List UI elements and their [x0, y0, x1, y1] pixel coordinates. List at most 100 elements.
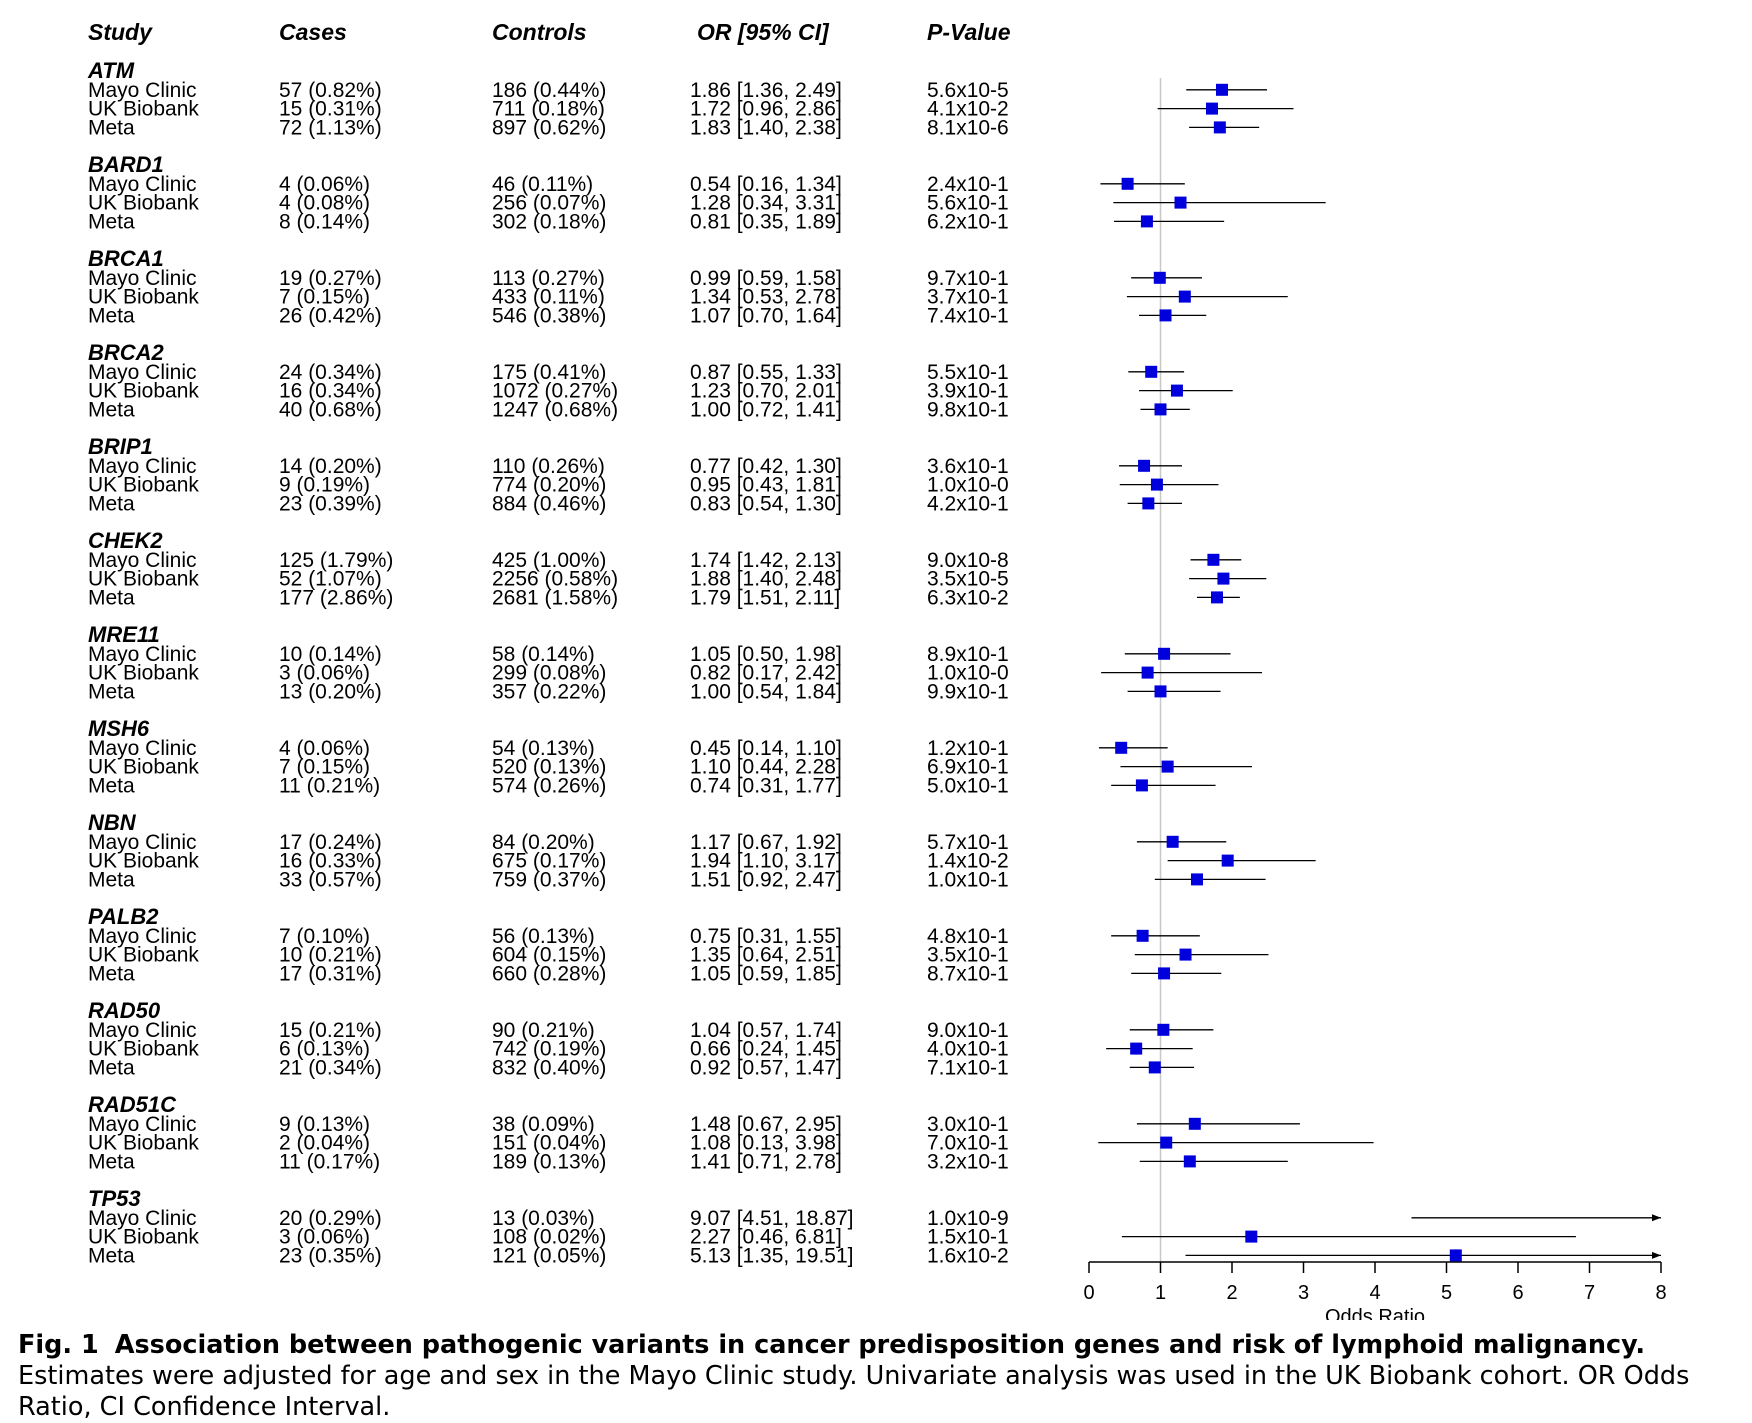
- controls-value: 742 (0.19%): [492, 1038, 606, 1061]
- controls-value: 302 (0.18%): [492, 210, 606, 233]
- study-label: Meta: [88, 304, 135, 327]
- controls-value: 574 (0.26%): [492, 774, 606, 797]
- cases-value: 16 (0.34%): [279, 380, 382, 403]
- p-value: 9.0x10-1: [927, 1019, 1009, 1042]
- or-marker: [1150, 478, 1163, 491]
- study-label: UK Biobank: [88, 1038, 199, 1061]
- gene-label: ATM: [87, 58, 135, 83]
- p-value: 5.6x10-1: [927, 192, 1009, 215]
- or-ci-value: 1.88 [1.40, 2.48]: [690, 568, 842, 591]
- study-label: Meta: [88, 210, 135, 233]
- controls-value: 433 (0.11%): [492, 286, 605, 309]
- study-label: Meta: [88, 398, 135, 421]
- p-value: 5.6x10-5: [927, 79, 1009, 102]
- cases-value: 3 (0.06%): [279, 662, 370, 685]
- or-marker: [1148, 1061, 1161, 1074]
- study-label: Mayo Clinic: [88, 267, 197, 290]
- or-ci-value: 1.23 [0.70, 2.01]: [690, 380, 842, 403]
- cases-value: 26 (0.42%): [279, 304, 382, 327]
- controls-value: 108 (0.02%): [492, 1226, 606, 1249]
- study-label: Meta: [88, 1056, 135, 1079]
- or-marker: [1130, 1042, 1143, 1055]
- or-marker: [1215, 83, 1228, 96]
- gene-label: RAD51C: [88, 1092, 177, 1117]
- p-value: 4.8x10-1: [927, 925, 1009, 948]
- or-ci-value: 0.95 [0.43, 1.81]: [690, 474, 842, 497]
- cases-value: 6 (0.13%): [279, 1038, 370, 1061]
- study-label: UK Biobank: [88, 474, 199, 497]
- gene-label: CHEK2: [88, 528, 163, 553]
- study-label: Mayo Clinic: [88, 173, 197, 196]
- p-value: 8.9x10-1: [927, 643, 1009, 666]
- or-ci-value: 0.75 [0.31, 1.55]: [690, 925, 842, 948]
- or-marker: [1183, 1155, 1196, 1168]
- study-label: UK Biobank: [88, 756, 199, 779]
- p-value: 1.0x10-1: [927, 868, 1009, 891]
- caption-fig-label: Fig. 1: [18, 1330, 99, 1360]
- p-value: 3.7x10-1: [927, 286, 1009, 309]
- or-ci-value: 0.83 [0.54, 1.30]: [690, 492, 842, 515]
- cases-value: 10 (0.14%): [279, 643, 382, 666]
- cases-value: 15 (0.31%): [279, 98, 382, 121]
- controls-value: 189 (0.13%): [492, 1150, 606, 1173]
- or-ci-value: 0.77 [0.42, 1.30]: [690, 455, 842, 478]
- cases-value: 7 (0.10%): [279, 925, 370, 948]
- or-ci-value: 1.86 [1.36, 2.49]: [690, 79, 842, 102]
- controls-value: 884 (0.46%): [492, 492, 606, 515]
- gene-label: BRCA1: [88, 246, 164, 271]
- or-marker: [1145, 365, 1158, 378]
- or-ci-value: 1.79 [1.51, 2.11]: [690, 586, 840, 609]
- p-value: 1.4x10-2: [927, 850, 1009, 873]
- controls-value: 897 (0.62%): [492, 116, 606, 139]
- or-ci-value: 0.99 [0.59, 1.58]: [690, 267, 842, 290]
- cases-value: 3 (0.06%): [279, 1226, 370, 1249]
- controls-value: 110 (0.26%): [492, 455, 605, 478]
- or-marker: [1174, 196, 1187, 209]
- cases-value: 57 (0.82%): [279, 79, 382, 102]
- or-ci-value: 0.54 [0.16, 1.34]: [690, 173, 842, 196]
- p-value: 4.2x10-1: [927, 492, 1009, 515]
- controls-value: 357 (0.22%): [492, 680, 606, 703]
- ci-arrow: [1652, 1251, 1661, 1259]
- or-ci-value: 0.82 [0.17, 2.42]: [690, 662, 842, 685]
- x-tick-label: 2: [1226, 1282, 1237, 1304]
- x-tick-label: 6: [1512, 1282, 1523, 1304]
- p-value: 4.0x10-1: [927, 1038, 1009, 1061]
- or-ci-value: 1.83 [1.40, 2.38]: [690, 116, 842, 139]
- study-label: UK Biobank: [88, 98, 199, 121]
- cases-value: 24 (0.34%): [279, 361, 382, 384]
- study-label: Mayo Clinic: [88, 1207, 197, 1230]
- or-marker: [1159, 309, 1172, 322]
- controls-value: 90 (0.21%): [492, 1019, 595, 1042]
- or-marker: [1135, 779, 1148, 792]
- gene-label: BRCA2: [88, 340, 165, 365]
- or-marker: [1188, 1117, 1201, 1130]
- column-header: P-Value: [927, 19, 1011, 45]
- or-ci-value: 0.92 [0.57, 1.47]: [690, 1056, 842, 1079]
- or-ci-value: 1.08 [0.13, 3.98]: [690, 1132, 842, 1155]
- cases-value: 16 (0.33%): [279, 850, 382, 873]
- study-label: UK Biobank: [88, 944, 199, 967]
- controls-value: 1072 (0.27%): [492, 380, 618, 403]
- controls-value: 113 (0.27%): [492, 267, 605, 290]
- cases-value: 15 (0.21%): [279, 1019, 382, 1042]
- p-value: 4.1x10-2: [927, 98, 1009, 121]
- study-label: UK Biobank: [88, 850, 199, 873]
- study-label: UK Biobank: [88, 568, 199, 591]
- study-label: Mayo Clinic: [88, 1019, 197, 1042]
- controls-value: 774 (0.20%): [492, 474, 606, 497]
- or-marker: [1153, 271, 1166, 284]
- or-ci-value: 0.66 [0.24, 1.45]: [690, 1038, 842, 1061]
- cases-value: 4 (0.06%): [279, 737, 370, 760]
- or-marker: [1140, 215, 1153, 228]
- controls-value: 151 (0.04%): [492, 1132, 606, 1155]
- p-value: 6.2x10-1: [927, 210, 1009, 233]
- or-marker: [1158, 647, 1171, 660]
- p-value: 1.6x10-2: [927, 1244, 1009, 1267]
- p-value: 8.1x10-6: [927, 116, 1009, 139]
- p-value: 3.0x10-1: [927, 1113, 1009, 1136]
- study-label: Meta: [88, 868, 135, 891]
- controls-value: 711 (0.18%): [492, 98, 605, 121]
- cases-value: 17 (0.24%): [279, 831, 382, 854]
- controls-value: 299 (0.08%): [492, 662, 606, 685]
